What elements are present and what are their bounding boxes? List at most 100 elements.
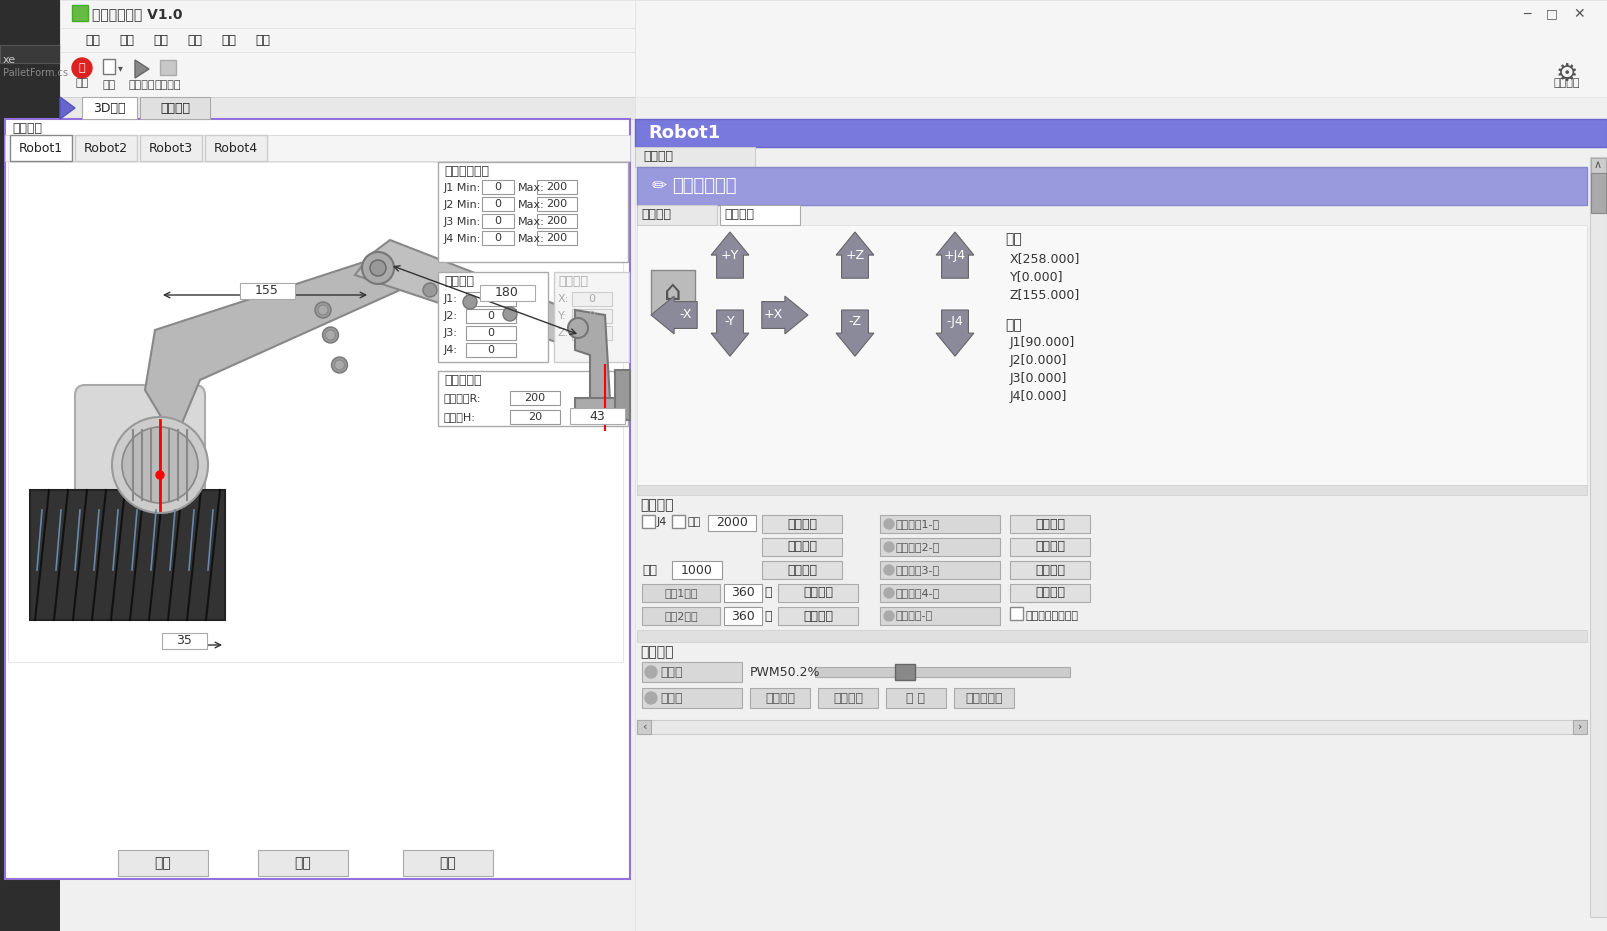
Bar	[509, 391, 559, 405]
Text: 200: 200	[524, 393, 545, 403]
Bar	[762, 561, 842, 579]
Bar	[1573, 720, 1588, 734]
Text: +Y: +Y	[722, 249, 739, 262]
Text: -J4: -J4	[947, 315, 963, 328]
Text: 0: 0	[487, 311, 495, 321]
Text: 代码编辑: 代码编辑	[161, 101, 190, 115]
Bar	[636, 720, 1588, 734]
Bar	[575, 398, 625, 416]
Text: ›: ›	[1578, 722, 1583, 732]
Bar	[895, 664, 914, 680]
Circle shape	[503, 307, 517, 321]
Bar	[8, 162, 624, 662]
Text: J2:: J2:	[444, 311, 458, 321]
Text: 输出信号1-关: 输出信号1-关	[897, 519, 940, 529]
Circle shape	[644, 692, 657, 704]
Bar	[5, 135, 630, 161]
Bar	[482, 197, 514, 211]
Text: -X: -X	[680, 308, 693, 321]
Circle shape	[463, 295, 477, 309]
Bar	[643, 584, 720, 602]
Bar	[725, 584, 762, 602]
Text: PalletForm.cs: PalletForm.cs	[3, 68, 67, 78]
Text: 关节运动: 关节运动	[725, 209, 754, 222]
Bar	[572, 292, 612, 306]
Bar	[239, 283, 296, 299]
Bar	[778, 584, 858, 602]
Text: +J4: +J4	[943, 249, 966, 262]
Text: 连接: 连接	[76, 78, 88, 88]
Text: 插入代码: 插入代码	[1035, 518, 1065, 531]
Bar	[762, 515, 842, 533]
Text: ✏: ✏	[652, 177, 667, 195]
Bar	[59, 28, 1607, 52]
Polygon shape	[575, 310, 611, 405]
Polygon shape	[937, 232, 974, 278]
Circle shape	[156, 471, 164, 479]
Bar	[643, 688, 742, 708]
Text: 2000: 2000	[717, 517, 747, 530]
Text: 机器设置: 机器设置	[11, 122, 42, 135]
Bar	[881, 538, 1000, 556]
Text: 插入代码: 插入代码	[787, 563, 816, 576]
Text: 角度: 角度	[1004, 318, 1022, 332]
Text: 启热关: 启热关	[660, 666, 683, 679]
Text: 机器设置: 机器设置	[1554, 78, 1580, 88]
Text: +X: +X	[763, 308, 783, 321]
Bar	[466, 326, 516, 340]
Bar	[572, 326, 612, 340]
Bar	[1011, 584, 1090, 602]
Text: 0: 0	[588, 328, 596, 338]
Bar	[259, 850, 349, 876]
Text: 没有设备连接: 没有设备连接	[672, 177, 736, 195]
Text: 零点偏移: 零点偏移	[558, 275, 588, 288]
Text: 结束任务: 结束任务	[154, 80, 182, 90]
Text: 插入代码: 插入代码	[804, 587, 832, 600]
Bar	[76, 135, 137, 161]
Text: 设置: 设置	[153, 34, 169, 47]
Bar	[59, 97, 1607, 119]
Bar	[881, 607, 1000, 625]
Bar	[635, 147, 755, 167]
Polygon shape	[836, 310, 874, 357]
Bar	[482, 214, 514, 228]
Circle shape	[370, 260, 386, 276]
Text: Y:: Y:	[558, 311, 567, 321]
Bar	[439, 272, 548, 362]
Text: PWM50.2%: PWM50.2%	[750, 666, 821, 679]
Text: 360: 360	[731, 610, 755, 623]
Polygon shape	[651, 296, 697, 334]
Text: J1:: J1:	[444, 294, 458, 304]
Text: 取消: 取消	[440, 856, 456, 870]
Bar	[1011, 561, 1090, 579]
Text: 35: 35	[177, 635, 191, 647]
Text: ‹: ‹	[641, 722, 646, 732]
Circle shape	[315, 302, 331, 318]
Text: Max:: Max:	[517, 234, 545, 244]
Text: 0: 0	[495, 182, 501, 192]
Bar	[59, 0, 1607, 28]
Text: ⚙: ⚙	[1556, 62, 1578, 86]
Circle shape	[884, 565, 893, 575]
Bar	[206, 135, 267, 161]
Text: J4:: J4:	[444, 345, 458, 355]
Bar	[1011, 607, 1024, 620]
Bar	[881, 515, 1000, 533]
Text: 载入: 载入	[103, 80, 116, 90]
Bar	[750, 688, 810, 708]
Text: 手动控制: 手动控制	[643, 151, 673, 164]
Bar	[720, 205, 800, 225]
Text: 工具: 工具	[222, 34, 236, 47]
Bar	[480, 285, 535, 301]
Bar	[403, 850, 493, 876]
Bar	[818, 688, 877, 708]
Text: ∧: ∧	[1594, 160, 1602, 170]
FancyBboxPatch shape	[76, 385, 206, 535]
Bar	[482, 231, 514, 245]
Text: 帮助: 帮助	[256, 34, 270, 47]
Text: 复 位: 复 位	[906, 692, 926, 705]
Text: 360: 360	[731, 587, 755, 600]
Text: 20: 20	[529, 412, 542, 422]
Text: J1 Min:: J1 Min:	[444, 183, 480, 193]
Text: J1[90.000]: J1[90.000]	[1011, 336, 1075, 349]
